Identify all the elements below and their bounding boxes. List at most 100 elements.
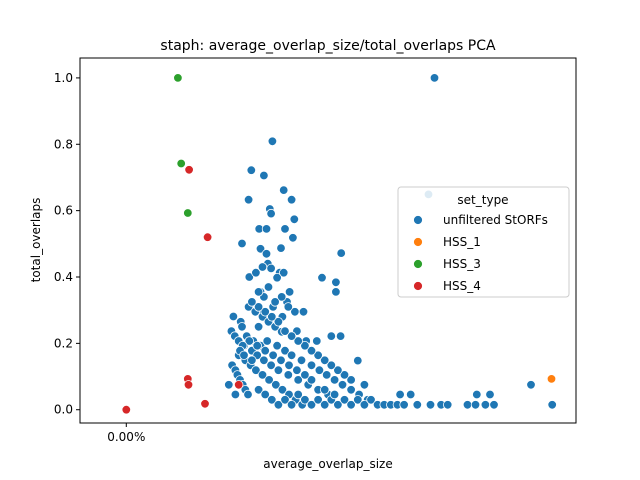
data-point (296, 355, 307, 366)
chart-title: staph: average_overlap_size/total_overla… (160, 38, 496, 54)
data-point (237, 238, 247, 249)
series-3 (121, 165, 244, 415)
data-point (280, 326, 290, 336)
legend-label: HSS_3 (443, 257, 481, 271)
data-point (200, 399, 210, 409)
data-point (224, 380, 234, 390)
data-point (293, 336, 303, 346)
data-point (273, 400, 284, 410)
legend-marker (413, 259, 423, 269)
y-tick-label: 0.8 (54, 137, 73, 151)
data-point (267, 136, 278, 147)
data-point (121, 405, 132, 415)
data-point (173, 73, 183, 83)
x-axis-label: average_overlap_size (263, 457, 392, 471)
data-point (277, 292, 287, 302)
data-point (276, 355, 286, 366)
data-point (253, 385, 264, 395)
data-point (283, 370, 294, 380)
data-point (366, 395, 376, 405)
data-point (329, 375, 340, 385)
data-point (251, 365, 261, 375)
data-point (247, 355, 257, 366)
data-point (395, 389, 405, 400)
legend-box (397, 186, 570, 298)
data-point (298, 307, 309, 317)
data-point (276, 243, 286, 253)
legend: set_type unfiltered StORFs HSS_1 HSS_3 HSS_… (397, 186, 570, 298)
data-point (412, 400, 423, 410)
data-point (280, 346, 290, 356)
data-point (335, 331, 346, 341)
data-point (270, 297, 280, 307)
y-tick-label: 0.2 (54, 336, 73, 350)
data-point (425, 400, 436, 410)
data-point (183, 380, 194, 390)
data-point (489, 400, 499, 410)
data-point (289, 214, 300, 225)
data-point (273, 317, 284, 327)
data-point (237, 322, 247, 332)
data-point (253, 287, 264, 297)
data-point (443, 400, 453, 410)
data-point (353, 395, 363, 405)
data-point (286, 331, 297, 341)
data-point (230, 389, 241, 400)
data-point (228, 311, 239, 322)
data-point (320, 355, 330, 366)
data-point (293, 375, 303, 385)
data-point (288, 233, 298, 243)
y-axis-label: total_overlaps (29, 198, 43, 283)
data-point (247, 297, 257, 307)
data-point (272, 273, 282, 283)
data-point (251, 268, 261, 278)
data-point (260, 307, 270, 317)
data-point (306, 400, 317, 410)
data-point (244, 336, 255, 346)
data-point (284, 287, 295, 297)
data-point (546, 374, 557, 384)
legend-label: HSS_1 (443, 235, 481, 249)
data-point (279, 185, 289, 195)
data-point (268, 350, 278, 361)
series-1 (546, 374, 557, 384)
data-point (331, 277, 341, 288)
data-point (260, 389, 270, 400)
data-point (326, 360, 337, 371)
data-point (300, 341, 310, 351)
data-point (272, 341, 282, 351)
data-point (313, 395, 323, 405)
data-point (286, 194, 297, 205)
data-point (260, 346, 270, 356)
x-tick-label: 0.00% (107, 430, 145, 444)
data-point (259, 170, 269, 181)
data-point (261, 249, 272, 259)
data-point (320, 385, 330, 395)
legend-marker (413, 281, 423, 291)
data-point (333, 400, 343, 410)
data-point (244, 272, 255, 282)
data-point (300, 370, 310, 380)
data-point (346, 385, 356, 395)
series-2 (173, 73, 193, 218)
data-point (252, 341, 262, 351)
data-point (233, 380, 244, 390)
data-point (346, 400, 356, 410)
data-point (246, 165, 257, 175)
data-point (266, 208, 276, 219)
data-point (264, 375, 274, 385)
data-point (320, 400, 330, 410)
data-point (322, 370, 332, 380)
data-point (267, 312, 277, 322)
data-point (333, 365, 343, 375)
data-point (259, 355, 269, 366)
data-point (243, 389, 253, 400)
y-tick-label: 0.4 (54, 270, 73, 284)
data-point (547, 400, 557, 410)
data-point (331, 287, 341, 297)
data-point (406, 389, 416, 400)
data-point (314, 365, 325, 375)
data-point (253, 302, 264, 312)
data-point (202, 232, 213, 242)
